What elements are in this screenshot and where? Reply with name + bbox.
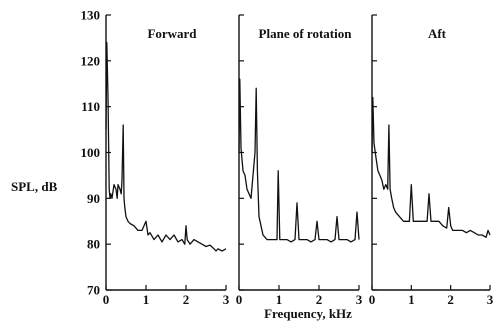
x-tick-label: 3 bbox=[487, 292, 494, 307]
x-tick-label: 1 bbox=[143, 292, 150, 307]
x-tick-label: 1 bbox=[408, 292, 415, 307]
y-tick-label: 100 bbox=[81, 145, 101, 160]
y-tick-label: 80 bbox=[87, 237, 100, 252]
x-axis-title: Frequency, kHz bbox=[264, 306, 352, 321]
panels: 0 1 2 3 Forward 0 1 2 3 Plane of rotation 0 1 2 3 Aft bbox=[103, 14, 494, 307]
y-axis-title: SPL, dB bbox=[11, 179, 58, 194]
x-tick-label: 1 bbox=[276, 292, 283, 307]
panel-title: Plane of rotation bbox=[259, 26, 353, 41]
x-tick-label: 3 bbox=[356, 292, 363, 307]
x-tick-label: 2 bbox=[447, 292, 454, 307]
y-tick-label: 90 bbox=[87, 191, 100, 206]
y-tick-label: 130 bbox=[81, 8, 101, 23]
panel: 0 1 2 3 Forward bbox=[103, 14, 230, 307]
y-tick-label: 70 bbox=[87, 283, 100, 298]
spectrum-line bbox=[238, 78, 360, 243]
spectrum-line bbox=[371, 96, 491, 238]
y-tick-label: 110 bbox=[81, 99, 100, 114]
x-tick-label: 0 bbox=[103, 292, 110, 307]
x-tick-label: 0 bbox=[236, 292, 243, 307]
x-tick-label: 3 bbox=[223, 292, 230, 307]
panel-title: Forward bbox=[147, 26, 197, 41]
x-tick-label: 0 bbox=[369, 292, 376, 307]
panel-title: Aft bbox=[428, 26, 447, 41]
panel: 0 1 2 3 Aft bbox=[369, 14, 494, 307]
x-tick-label: 2 bbox=[183, 292, 190, 307]
x-tick-label: 2 bbox=[316, 292, 323, 307]
panel: 0 1 2 3 Plane of rotation bbox=[236, 14, 363, 307]
y-tick-label: 120 bbox=[81, 53, 101, 68]
y-axis-group: 70 80 90 100 110 120 130 bbox=[81, 8, 101, 298]
spectrum-line bbox=[105, 41, 227, 252]
